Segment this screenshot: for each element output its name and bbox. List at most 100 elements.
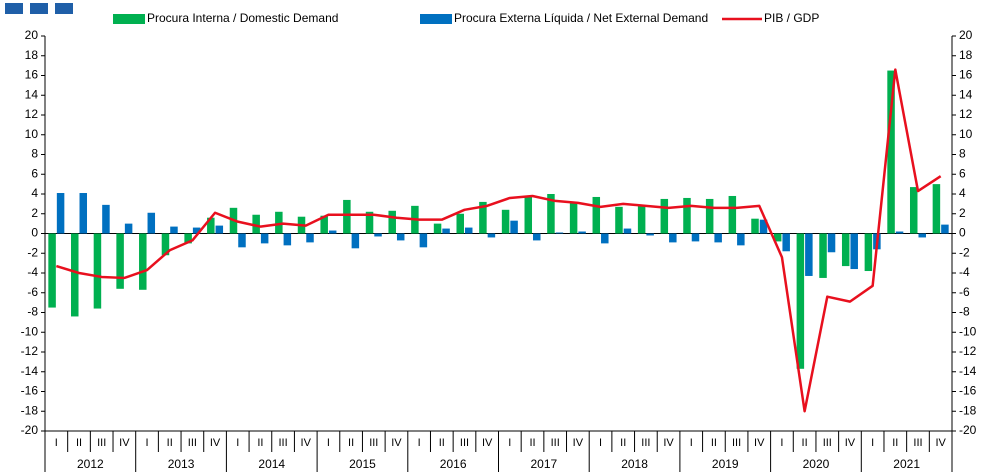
bar — [487, 233, 496, 238]
x-tick-label: II — [348, 437, 354, 449]
y2-tick-label: 10 — [959, 127, 973, 141]
bar — [102, 204, 110, 234]
legend-swatch — [420, 14, 452, 24]
legend-label: PIB / GDP — [764, 11, 819, 25]
bar — [343, 199, 351, 234]
bar — [365, 211, 374, 234]
bar — [479, 201, 487, 234]
bar — [660, 198, 669, 234]
y-tick-label: 6 — [31, 166, 38, 180]
year-label: 2014 — [258, 457, 285, 471]
y-tick-label: -18 — [21, 403, 39, 417]
bar — [56, 193, 65, 234]
x-tick-label: I — [55, 437, 58, 449]
bar — [705, 198, 714, 234]
y-tick-label: 8 — [31, 147, 38, 161]
x-tick-label: IV — [935, 437, 946, 449]
year-label: 2012 — [77, 457, 104, 471]
legend-swatch — [113, 14, 145, 24]
bar — [116, 233, 124, 289]
x-tick-label: II — [167, 437, 173, 449]
x-tick-label: III — [279, 437, 288, 449]
bar — [396, 233, 405, 241]
x-tick-label: III — [551, 437, 560, 449]
bar — [683, 197, 691, 234]
bar — [456, 213, 464, 234]
y-tick-label: -12 — [21, 344, 39, 358]
bar — [547, 194, 555, 234]
x-tick-label: III — [913, 437, 922, 449]
legend-label: Procura Interna / Domestic Demand — [147, 11, 338, 25]
bar — [510, 220, 518, 234]
y-tick-label: -10 — [21, 324, 39, 338]
bar — [796, 233, 805, 369]
x-tick-label: II — [439, 437, 445, 449]
bar — [637, 204, 646, 234]
x-tick-label: IV — [301, 437, 312, 449]
bar — [592, 196, 601, 234]
x-tick-label: I — [508, 437, 511, 449]
bar — [669, 233, 677, 243]
y2-tick-label: 20 — [959, 28, 973, 42]
bar — [79, 193, 88, 234]
x-tick-label: I — [236, 437, 239, 449]
y-tick-label: -6 — [27, 285, 38, 299]
y2-tick-label: 8 — [959, 147, 966, 161]
bar — [918, 233, 926, 238]
y2-tick-label: -18 — [959, 403, 977, 417]
bar — [850, 233, 858, 270]
bar — [773, 233, 782, 242]
x-tick-label: II — [620, 437, 626, 449]
y2-tick-label: -16 — [959, 384, 977, 398]
bar — [501, 209, 510, 234]
x-tick-label: IV — [210, 437, 221, 449]
bar — [737, 233, 745, 246]
bar — [139, 233, 147, 290]
y-tick-label: 10 — [25, 127, 39, 141]
y2-tick-label: 12 — [959, 107, 973, 121]
y2-tick-label: -12 — [959, 344, 977, 358]
x-tick-label: I — [690, 437, 693, 449]
bar — [170, 226, 178, 234]
x-tick-label: IV — [754, 437, 765, 449]
bar — [819, 233, 827, 278]
bar — [623, 228, 632, 234]
x-tick-label: III — [641, 437, 650, 449]
x-tick-label: II — [76, 437, 82, 449]
bar — [728, 195, 737, 234]
bar — [184, 233, 192, 244]
bar — [215, 225, 224, 234]
y2-tick-label: 2 — [959, 206, 966, 220]
bar — [941, 224, 949, 234]
x-tick-label: IV — [663, 437, 674, 449]
x-tick-label: II — [711, 437, 717, 449]
bar — [714, 233, 722, 243]
y2-tick-label: -10 — [959, 324, 977, 338]
y2-tick-label: 18 — [959, 48, 973, 62]
bar — [601, 233, 609, 244]
bar — [805, 233, 813, 276]
y-tick-label: -20 — [21, 423, 39, 437]
bar — [374, 233, 382, 237]
bar — [388, 210, 396, 234]
bar — [93, 233, 102, 309]
legend-label: Procura Externa Líquida / Net External D… — [454, 11, 708, 25]
y2-tick-label: -14 — [959, 364, 977, 378]
logo-block — [30, 3, 48, 14]
bar — [615, 206, 623, 234]
x-tick-label: III — [823, 437, 832, 449]
x-tick-label: III — [460, 437, 469, 449]
year-label: 2016 — [440, 457, 467, 471]
line — [55, 68, 942, 413]
bar — [909, 187, 918, 234]
bar — [932, 184, 941, 234]
y-tick-label: 18 — [25, 48, 39, 62]
y2-tick-label: 14 — [959, 87, 973, 101]
y2-tick-label: 16 — [959, 68, 973, 82]
x-tick-label: I — [146, 437, 149, 449]
bar — [419, 233, 428, 248]
y-tick-label: -16 — [21, 384, 39, 398]
x-tick-label: IV — [845, 437, 856, 449]
bar — [161, 233, 170, 256]
year-label: 2019 — [712, 457, 739, 471]
